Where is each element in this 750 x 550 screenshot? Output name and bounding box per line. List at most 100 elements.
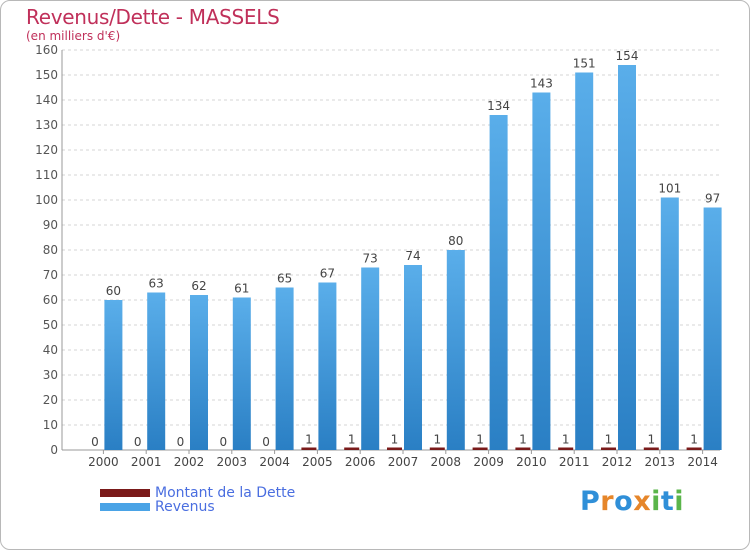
logo-letter: i <box>651 486 661 517</box>
bar-revenue <box>489 115 508 450</box>
data-label-revenue: 74 <box>405 249 420 263</box>
data-label-debt: 1 <box>605 433 613 447</box>
logo-letter: x <box>633 486 652 517</box>
data-label-revenue: 151 <box>573 57 596 71</box>
data-label-debt: 0 <box>91 435 99 449</box>
bar-revenue <box>190 295 208 450</box>
bar-revenue <box>532 92 551 450</box>
y-tick-label: 110 <box>35 168 58 182</box>
data-label-debt: 1 <box>476 433 484 447</box>
data-label-revenue: 154 <box>616 49 639 63</box>
x-tick-label: 2000 <box>88 455 119 469</box>
bar-revenue <box>361 267 380 450</box>
data-label-revenue: 61 <box>234 282 249 296</box>
bar-revenue <box>703 207 722 450</box>
bar-debt <box>472 447 488 450</box>
y-tick-label: 150 <box>35 68 58 82</box>
data-label-debt: 0 <box>177 435 185 449</box>
x-tick-label: 2011 <box>559 455 590 469</box>
bar-debt <box>601 447 616 450</box>
y-tick-label: 80 <box>43 243 58 257</box>
bar-revenue <box>575 72 594 450</box>
logo-letter: o <box>614 486 634 517</box>
bar-revenue <box>232 297 251 450</box>
data-label-revenue: 134 <box>487 99 510 113</box>
data-label-debt: 0 <box>262 435 270 449</box>
data-label-debt: 1 <box>391 433 399 447</box>
data-label-debt: 0 <box>134 435 142 449</box>
data-label-debt: 1 <box>348 433 356 447</box>
logo-letter: P <box>580 486 601 517</box>
x-tick-label: 2003 <box>217 455 248 469</box>
x-tick-label: 2006 <box>345 455 376 469</box>
proxiti-logo: Proxiti <box>580 486 684 517</box>
y-tick-label: 0 <box>50 443 58 457</box>
bar-revenue <box>618 65 636 450</box>
data-label-revenue: 60 <box>106 284 121 298</box>
data-label-debt: 1 <box>433 433 441 447</box>
data-label-debt: 1 <box>647 433 655 447</box>
bar-revenue <box>318 282 337 450</box>
data-label-debt: 1 <box>562 433 570 447</box>
bar-revenue <box>104 300 123 450</box>
bar-debt <box>429 447 445 450</box>
bar-revenue <box>446 250 465 450</box>
logo-letter: r <box>600 486 615 517</box>
bar-debt <box>301 447 317 450</box>
legend-label-revenue: Revenus <box>155 499 215 515</box>
y-tick-label: 130 <box>35 118 58 132</box>
x-tick-label: 2009 <box>473 455 504 469</box>
data-label-revenue: 65 <box>277 272 292 286</box>
data-label-revenue: 97 <box>705 192 720 206</box>
bar-debt <box>558 447 574 450</box>
chart-title: Revenus/Dette - MASSELS <box>26 5 280 29</box>
bar-debt <box>515 447 531 450</box>
y-tick-label: 30 <box>43 368 58 382</box>
legend-swatch-debt <box>100 489 150 497</box>
data-label-revenue: 63 <box>149 277 164 291</box>
x-tick-label: 2013 <box>645 455 676 469</box>
y-tick-label: 50 <box>43 318 58 332</box>
y-tick-label: 60 <box>43 293 58 307</box>
x-tick-label: 2002 <box>174 455 205 469</box>
x-tick-label: 2005 <box>302 455 333 469</box>
data-label-revenue: 101 <box>658 182 681 196</box>
data-label-revenue: 62 <box>191 279 206 293</box>
chart-subtitle: (en milliers d'€) <box>26 29 121 43</box>
bar-debt <box>643 447 659 450</box>
logo-letter: i <box>674 486 685 517</box>
bar-revenue <box>147 292 166 450</box>
y-tick-label: 120 <box>35 143 58 157</box>
x-tick-label: 2012 <box>602 455 633 469</box>
x-tick-label: 2004 <box>259 455 290 469</box>
y-tick-label: 100 <box>35 193 58 207</box>
x-tick-label: 2001 <box>131 455 162 469</box>
bar-revenue <box>404 265 422 450</box>
data-label-debt: 0 <box>219 435 227 449</box>
logo-letter: t <box>660 486 675 517</box>
bar-debt <box>344 447 360 450</box>
data-label-revenue: 73 <box>363 252 378 266</box>
data-label-debt: 1 <box>305 433 313 447</box>
x-tick-label: 2014 <box>687 455 718 469</box>
x-tick-label: 2007 <box>388 455 419 469</box>
y-tick-label: 70 <box>43 268 58 282</box>
data-label-debt: 1 <box>690 433 698 447</box>
bar-revenue <box>275 287 294 450</box>
data-label-revenue: 67 <box>320 267 335 281</box>
y-tick-label: 160 <box>35 43 58 57</box>
y-tick-label: 10 <box>43 418 58 432</box>
bar-revenue <box>660 197 679 450</box>
y-tick-label: 140 <box>35 93 58 107</box>
bar-debt <box>387 447 402 450</box>
bar-debt <box>686 447 702 450</box>
data-label-revenue: 143 <box>530 77 553 91</box>
data-label-revenue: 80 <box>448 234 463 248</box>
y-tick-label: 20 <box>43 393 58 407</box>
legend-label-debt: Montant de la Dette <box>155 485 296 501</box>
data-label-debt: 1 <box>519 433 527 447</box>
y-tick-label: 40 <box>43 343 58 357</box>
legend-swatch-revenue <box>100 503 150 511</box>
x-tick-label: 2010 <box>516 455 547 469</box>
